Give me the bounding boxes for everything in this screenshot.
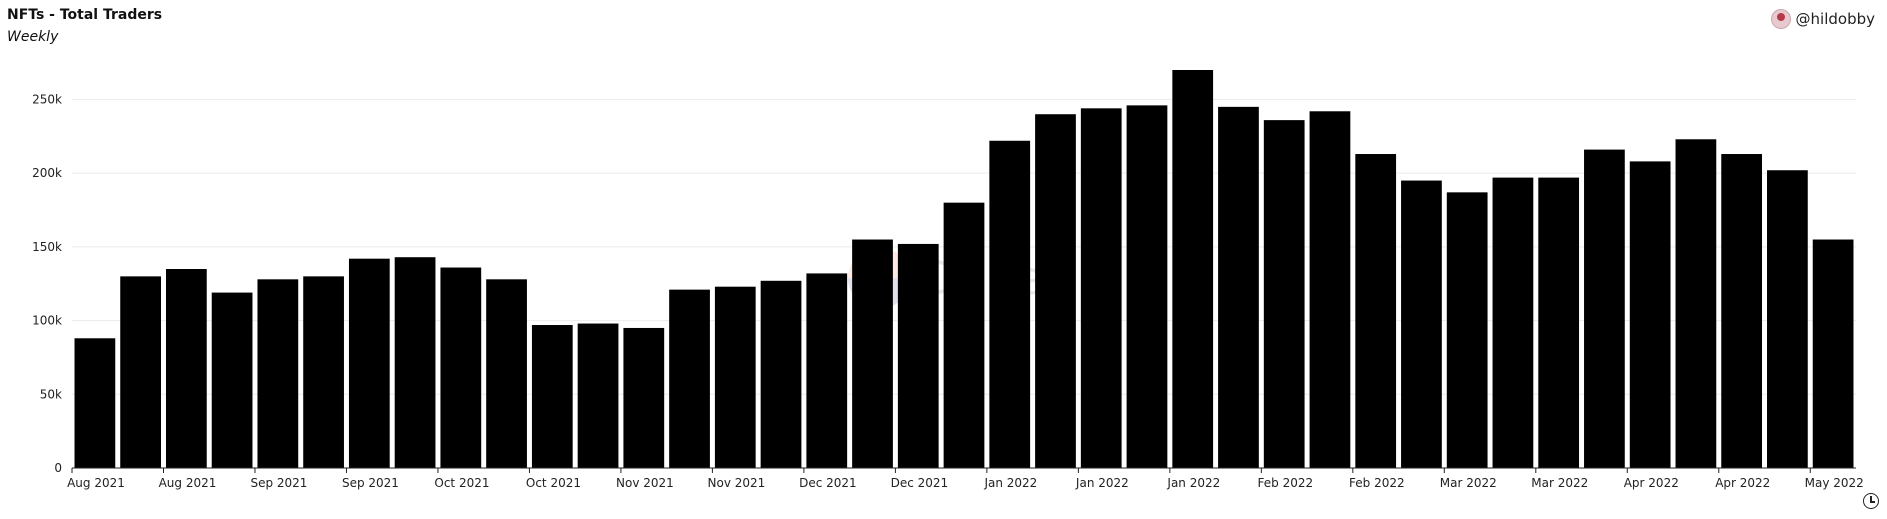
bar xyxy=(165,269,207,468)
bar xyxy=(714,286,756,468)
x-tick-label: Dec 2021 xyxy=(891,476,949,490)
clock-icon[interactable] xyxy=(1863,493,1879,509)
bar xyxy=(1446,192,1488,468)
bar xyxy=(120,276,161,468)
bar xyxy=(943,202,985,468)
x-tick-label: Sep 2021 xyxy=(342,476,399,490)
bar xyxy=(1172,70,1214,468)
x-tick-label: Aug 2021 xyxy=(159,476,217,490)
x-tick-label: Dec 2021 xyxy=(799,476,857,490)
author-name: @hildobby xyxy=(1795,10,1875,28)
x-tick-label: Oct 2021 xyxy=(434,476,489,490)
bar xyxy=(1401,180,1442,469)
bar xyxy=(1584,149,1625,468)
bar xyxy=(1309,111,1351,468)
bar xyxy=(1126,105,1168,468)
bar xyxy=(440,267,482,468)
bar xyxy=(486,279,527,468)
bar xyxy=(852,239,893,468)
bar xyxy=(1538,177,1580,468)
bar xyxy=(303,276,344,468)
bar xyxy=(623,327,665,468)
author-link[interactable]: @hildobby xyxy=(1770,9,1875,29)
bar xyxy=(989,140,1031,468)
bar xyxy=(74,338,116,468)
x-tick-label: Mar 2022 xyxy=(1531,476,1588,490)
bar xyxy=(669,289,710,468)
x-tick-label: Feb 2022 xyxy=(1349,476,1405,490)
bar xyxy=(257,279,299,468)
chart-subtitle: Weekly xyxy=(7,29,59,45)
bar xyxy=(531,325,573,468)
x-tick-label: Nov 2021 xyxy=(616,476,674,490)
y-tick-label: 100k xyxy=(32,314,62,328)
y-tick-label: 0 xyxy=(54,461,62,475)
bar xyxy=(1675,139,1717,468)
x-tick-label: Apr 2022 xyxy=(1624,476,1679,490)
bar xyxy=(760,280,802,468)
bar xyxy=(577,323,619,468)
y-tick-label: 200k xyxy=(32,166,62,180)
x-tick-label: Jan 2022 xyxy=(1166,476,1220,490)
x-tick-label: Sep 2021 xyxy=(250,476,307,490)
x-tick-label: Nov 2021 xyxy=(708,476,766,490)
bar xyxy=(1812,239,1854,468)
x-tick-label: Mar 2022 xyxy=(1440,476,1497,490)
x-tick-label: Feb 2022 xyxy=(1258,476,1314,490)
bar xyxy=(897,243,939,468)
x-tick-label: May 2022 xyxy=(1805,476,1864,490)
x-tick-label: Apr 2022 xyxy=(1715,476,1770,490)
bar xyxy=(1767,170,1808,468)
bar xyxy=(1492,177,1534,468)
bar xyxy=(806,273,848,468)
bar xyxy=(1355,154,1397,468)
x-tick-label: Oct 2021 xyxy=(526,476,581,490)
bar xyxy=(1263,120,1305,468)
bar xyxy=(211,292,253,468)
x-tick-label: Jan 2022 xyxy=(983,476,1037,490)
x-tick-label: Aug 2021 xyxy=(67,476,125,490)
bar xyxy=(1035,114,1076,468)
avatar xyxy=(1770,9,1791,29)
bar xyxy=(1629,161,1671,469)
bar xyxy=(394,257,436,468)
bar xyxy=(1080,108,1122,468)
x-tick-label: Jan 2022 xyxy=(1075,476,1129,490)
bar xyxy=(1218,106,1259,468)
y-tick-label: 150k xyxy=(32,240,62,254)
bar xyxy=(348,258,390,468)
bar xyxy=(1721,154,1763,468)
y-tick-label: 50k xyxy=(40,387,62,401)
y-tick-label: 250k xyxy=(32,92,62,106)
chart-title: NFTs - Total Traders xyxy=(7,7,163,23)
